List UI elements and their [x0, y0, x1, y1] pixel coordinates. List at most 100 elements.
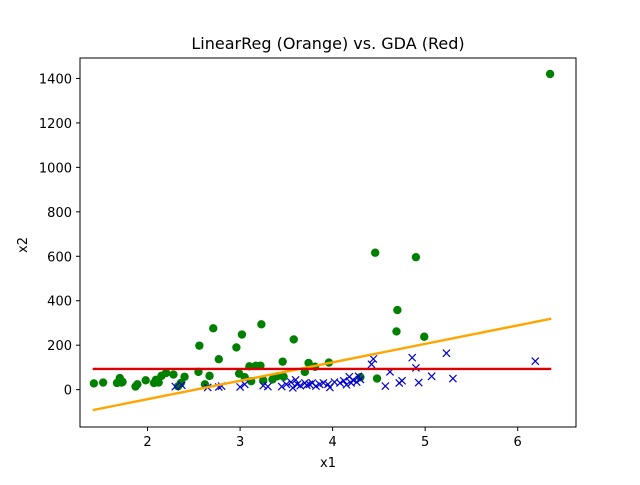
x-marker-stroke: [408, 353, 417, 362]
data-point: [356, 373, 365, 382]
data-point: [171, 382, 180, 391]
x-tick-label: 3: [236, 435, 244, 450]
data-point: [393, 305, 402, 315]
x-marker-stroke: [442, 349, 451, 358]
x-marker-stroke: [354, 372, 363, 381]
x-marker-stroke: [286, 378, 296, 387]
y-tick-label: 1200: [39, 117, 72, 132]
data-point: [89, 379, 99, 388]
x-marker-stroke: [367, 360, 376, 369]
data-point: [442, 349, 451, 358]
data-point: [427, 372, 436, 381]
data-point: [289, 335, 298, 344]
x-marker-stroke: [171, 382, 180, 391]
data-point: [411, 252, 421, 262]
x-marker-stroke: [342, 380, 351, 389]
series-1: [171, 349, 540, 392]
x-axis-label: x1: [320, 456, 336, 471]
plot-area: [89, 69, 555, 412]
data-point: [257, 320, 266, 329]
x-marker-stroke: [277, 382, 286, 391]
data-point: [545, 69, 555, 79]
data-point: [154, 378, 163, 387]
x-marker-stroke: [263, 382, 272, 391]
data-point: [304, 358, 313, 368]
data-point: [319, 378, 328, 388]
data-point: [169, 370, 178, 379]
data-point: [259, 376, 268, 385]
data-point: [286, 378, 296, 387]
data-point: [205, 371, 214, 381]
data-point: [414, 378, 423, 387]
x-marker-stroke: [414, 378, 423, 387]
x-marker-stroke: [369, 354, 378, 364]
x-marker-stroke: [259, 381, 268, 390]
data-point: [408, 353, 417, 362]
x-marker-stroke: [339, 376, 348, 385]
data-point: [339, 376, 348, 385]
data-point: [398, 376, 407, 385]
series-0: [89, 69, 555, 391]
data-point: [381, 382, 390, 391]
data-point: [336, 378, 345, 388]
fit-line-0: [92, 317, 552, 412]
data-point: [372, 374, 382, 383]
y-tick-label: 1400: [39, 72, 72, 87]
data-point: [352, 378, 361, 387]
x-marker-stroke: [531, 357, 540, 366]
x-marker-stroke: [427, 372, 436, 381]
x-marker-stroke: [448, 374, 457, 383]
x-marker-stroke: [381, 382, 390, 391]
x-tick-label: 4: [328, 435, 336, 450]
data-point: [370, 248, 380, 257]
data-point: [177, 381, 186, 390]
data-point: [342, 380, 351, 389]
data-point: [263, 382, 272, 391]
x-marker-stroke: [319, 378, 328, 388]
x-marker-stroke: [291, 375, 300, 384]
data-point: [209, 324, 218, 333]
data-point: [291, 375, 300, 384]
data-point: [256, 361, 265, 370]
x-marker-stroke: [282, 380, 291, 389]
data-point: [237, 330, 247, 339]
data-point: [296, 381, 305, 390]
data-point: [531, 357, 540, 366]
data-point: [176, 378, 186, 388]
y-tick-label: 0: [64, 384, 72, 399]
data-point: [161, 368, 171, 378]
data-point: [348, 375, 358, 384]
data-point: [367, 360, 376, 369]
x-tick-label: 6: [514, 435, 522, 450]
y-tick-label: 400: [47, 295, 72, 310]
x-marker-stroke: [398, 376, 407, 385]
data-point: [278, 357, 287, 366]
x-marker-stroke: [288, 383, 297, 392]
data-point: [392, 327, 401, 336]
data-point: [214, 355, 224, 364]
y-tick-label: 1000: [39, 161, 72, 176]
x-marker-stroke: [348, 375, 358, 384]
data-point: [232, 343, 241, 352]
x-marker-stroke: [296, 381, 305, 390]
data-point: [302, 381, 311, 390]
data-point: [279, 372, 288, 381]
data-point: [180, 372, 189, 381]
data-point: [277, 382, 286, 391]
data-point: [236, 382, 245, 392]
x-tick-label: 2: [143, 435, 151, 450]
data-point: [356, 375, 365, 384]
chart-title: LinearReg (Orange) vs. GDA (Red): [191, 34, 464, 53]
x-tick-label: 5: [421, 435, 429, 450]
data-point: [118, 377, 127, 387]
x-marker-stroke: [177, 381, 186, 390]
axes: 2 3 4 5 6 0 200 400 600 800 1000 1200 1400: [39, 57, 577, 450]
data-point: [133, 380, 142, 389]
x-marker-stroke: [323, 380, 333, 389]
x-marker-stroke: [356, 375, 365, 384]
data-point: [288, 383, 297, 392]
y-tick-label: 600: [47, 250, 72, 265]
y-tick-label: 200: [47, 339, 72, 354]
